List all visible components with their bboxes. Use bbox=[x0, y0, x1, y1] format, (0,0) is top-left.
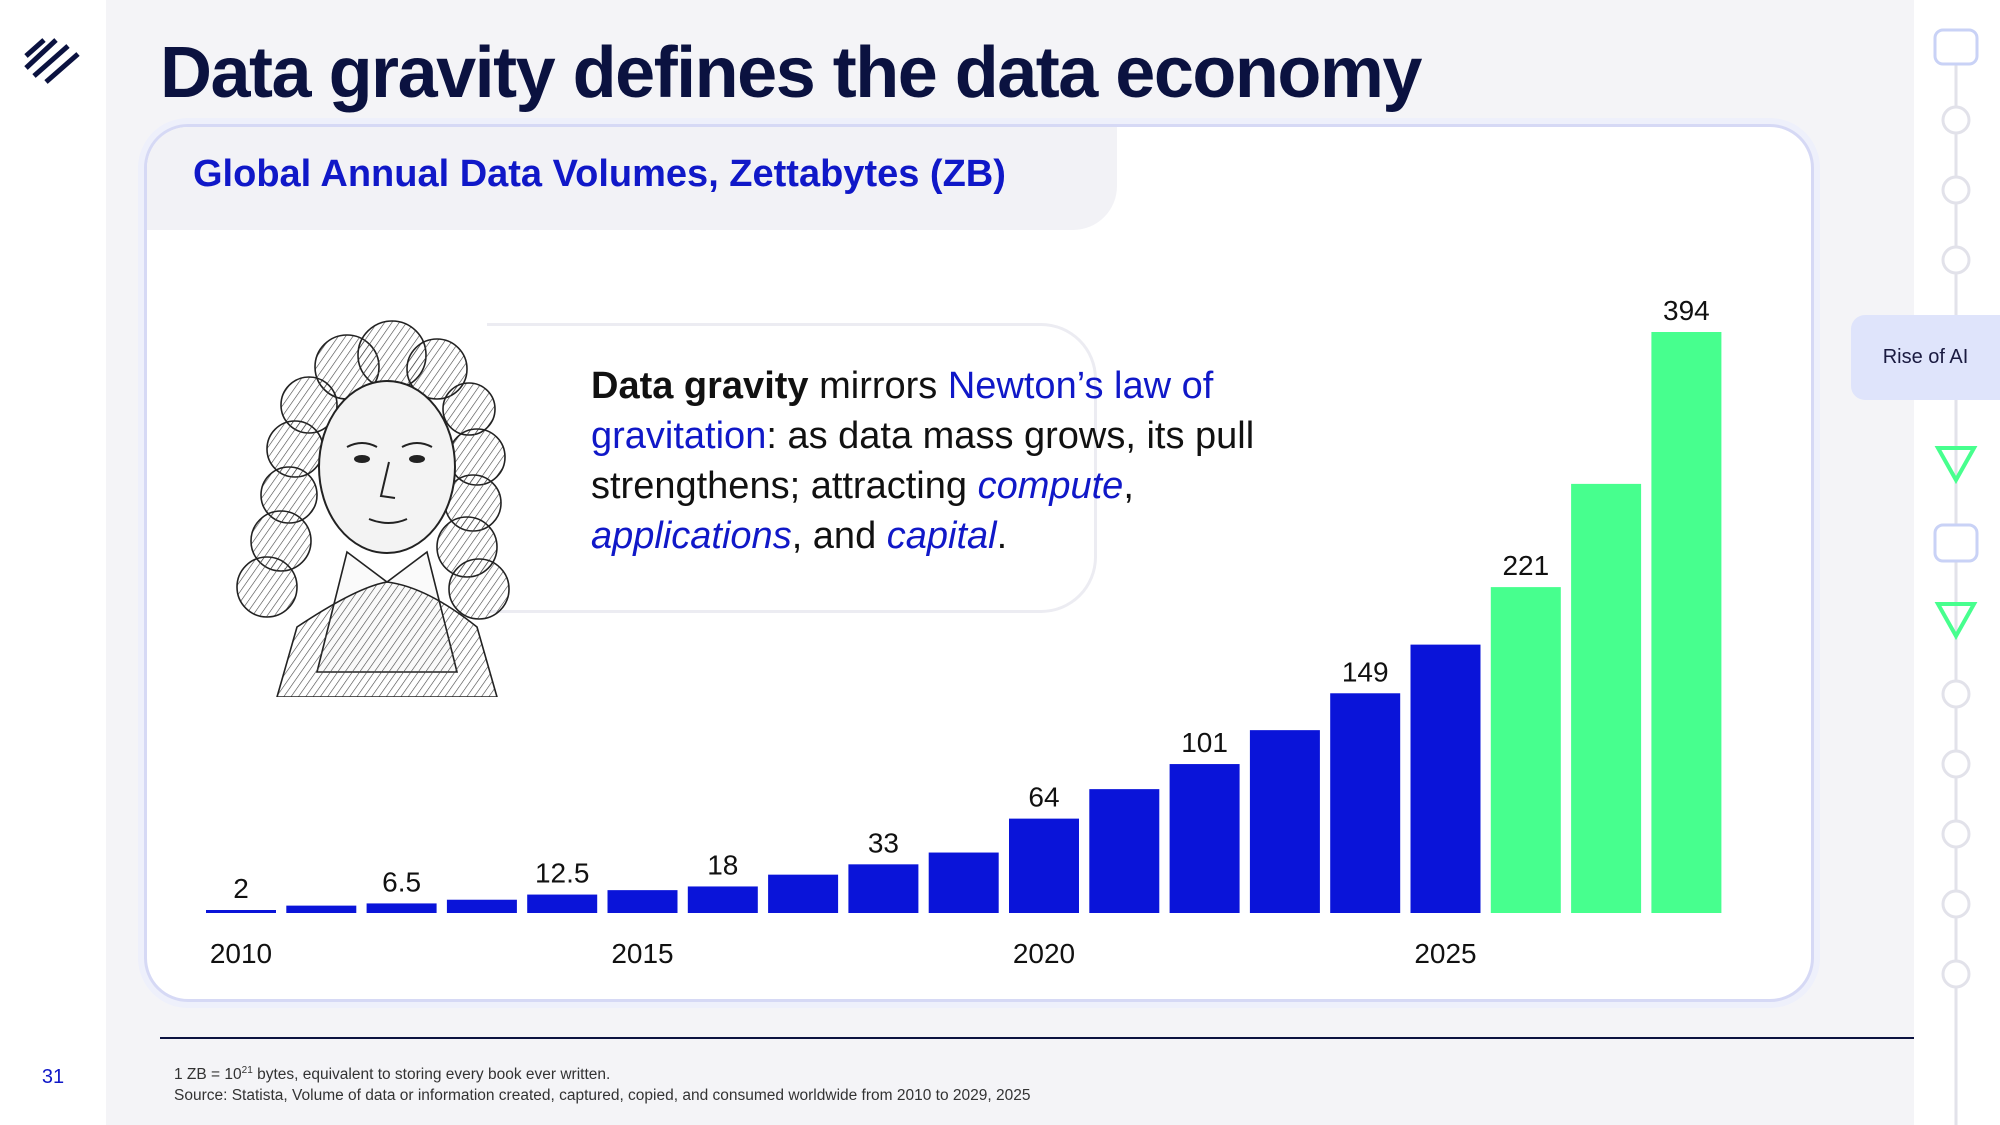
logo-stripes-icon bbox=[24, 38, 80, 84]
rail-node-icon bbox=[1941, 175, 1971, 205]
page-number: 31 bbox=[41, 1066, 65, 1088]
quote-text-1: mirrors bbox=[808, 365, 948, 407]
quote-word-compute: compute bbox=[977, 465, 1124, 507]
quote-text-3: , bbox=[1123, 465, 1134, 507]
bar-value-label: 101 bbox=[1181, 727, 1228, 758]
quote-text-2: : as data mass grows, its pull strengthe… bbox=[591, 415, 1255, 507]
bar-2015 bbox=[607, 890, 678, 913]
bar-chart: 2 6.5 12.5 18 33 64 101 149 221 394 2010 2015 2020 20… bbox=[206, 295, 1722, 969]
footnote-line1-post: bytes, equivalent to storing every book … bbox=[252, 1066, 611, 1083]
quote-newton-law: Newton’s law of gravitation bbox=[591, 365, 1214, 457]
bar-2019 bbox=[928, 852, 999, 913]
rail-node-icon bbox=[1941, 105, 1971, 135]
bar-2012 bbox=[366, 903, 437, 913]
quote-text-5: . bbox=[996, 515, 1008, 557]
bar-2023 bbox=[1249, 730, 1320, 913]
bar-value-label: 2 bbox=[233, 873, 249, 904]
bar-value-label: 18 bbox=[707, 849, 738, 880]
bar-value-label: 12.5 bbox=[535, 858, 590, 889]
footnote: 1 ZB = 1021 bytes, equivalent to storing… bbox=[174, 1060, 1030, 1106]
bar-2026 bbox=[1490, 587, 1561, 913]
quote-word-applications: applications bbox=[591, 515, 792, 557]
bar-2022 bbox=[1169, 764, 1240, 913]
bar-2024 bbox=[1330, 693, 1401, 913]
bar-2014 bbox=[527, 894, 598, 913]
x-tick-label: 2025 bbox=[1414, 938, 1476, 969]
bar-2028 bbox=[1651, 332, 1722, 913]
portrait-engraving bbox=[236, 320, 510, 697]
bar-value-label: 149 bbox=[1342, 656, 1389, 687]
chart-card: Global Annual Data Volumes, Zettabytes (… bbox=[144, 124, 1814, 1002]
rail-node-icon bbox=[1933, 523, 1979, 563]
rail-node-icon bbox=[1933, 28, 1979, 66]
rail-node-icon bbox=[1941, 679, 1971, 709]
bar-2013 bbox=[446, 899, 517, 913]
bar-value-label: 6.5 bbox=[382, 866, 421, 897]
footer-divider bbox=[160, 1037, 1914, 1039]
rail-track bbox=[1933, 28, 1979, 1125]
bar-2010 bbox=[206, 910, 276, 913]
quote-box bbox=[487, 323, 1097, 613]
bar-2020 bbox=[1009, 818, 1079, 913]
bar-value-label: 221 bbox=[1502, 550, 1549, 581]
x-tick-label: 2020 bbox=[1013, 938, 1075, 969]
footnote-exponent: 21 bbox=[241, 1065, 253, 1076]
quote-text: Data gravity mirrors Newton’s law of gra… bbox=[591, 361, 1321, 561]
footnote-unit-definition: 1 ZB = 1021 bytes, equivalent to storing… bbox=[174, 1060, 1030, 1085]
bar-value-label: 64 bbox=[1028, 782, 1059, 813]
bar-2021 bbox=[1089, 789, 1160, 913]
bar-2016 bbox=[687, 886, 758, 913]
footnote-line1-pre: 1 ZB = 10 bbox=[174, 1066, 242, 1083]
chart-card-header: Global Annual Data Volumes, Zettabytes (… bbox=[147, 127, 1117, 230]
bar-2017 bbox=[768, 874, 839, 913]
quote-text-4: , and bbox=[791, 515, 887, 557]
bar-value-label: 33 bbox=[868, 827, 899, 858]
bar-2025 bbox=[1410, 644, 1481, 913]
x-tick-label: 2010 bbox=[210, 938, 272, 969]
rail-node-icon bbox=[1941, 959, 1971, 989]
rail-node-icon bbox=[1941, 245, 1971, 275]
bar-2018 bbox=[848, 864, 919, 913]
rail-triangle-icon bbox=[1934, 602, 1978, 641]
quote-word-capital: capital bbox=[886, 515, 997, 557]
left-rail: 31 bbox=[0, 0, 106, 1125]
rail-node-icon bbox=[1941, 749, 1971, 779]
bar-2011 bbox=[286, 905, 357, 913]
bar-2027 bbox=[1571, 483, 1642, 913]
rail-node-icon bbox=[1941, 819, 1971, 849]
footnote-source: Source: Statista, Volume of data or info… bbox=[174, 1087, 1031, 1104]
x-tick-label: 2015 bbox=[611, 938, 673, 969]
bar-value-label: 394 bbox=[1663, 295, 1710, 326]
rail-section-rise-of-ai[interactable]: Rise of AI bbox=[1851, 315, 2000, 400]
quote-bold-term: Data gravity bbox=[591, 365, 809, 407]
rail-triangle-icon bbox=[1934, 446, 1978, 485]
slide-title: Data gravity defines the data economy bbox=[160, 33, 1422, 113]
right-rail-nav bbox=[1914, 0, 2000, 1125]
chart-title: Global Annual Data Volumes, Zettabytes (… bbox=[193, 153, 1006, 195]
rail-node-icon bbox=[1941, 889, 1971, 919]
